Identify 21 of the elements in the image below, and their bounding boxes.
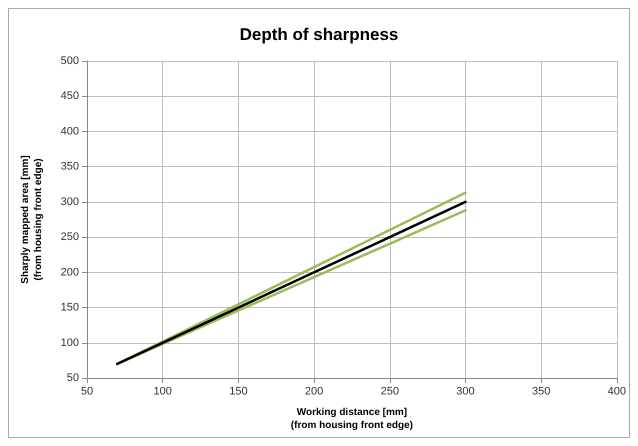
x-tick-label: 350 [532, 386, 550, 398]
y-tick-label: 100 [60, 336, 79, 349]
y-tick-label: 150 [60, 302, 79, 314]
y-tick-label: 200 [60, 266, 79, 278]
x-tick-label: 50 [80, 386, 94, 398]
y-tick-label: 250 [60, 231, 79, 244]
y-tick-label: 450 [60, 90, 79, 102]
y-tick-label: 500 [60, 55, 79, 67]
y-tick-label: 50 [66, 372, 79, 384]
y-tick-label: 400 [60, 125, 79, 138]
x-tick-label: 150 [229, 386, 248, 398]
y-tick-label: 300 [60, 196, 79, 208]
x-tick-label: 250 [380, 386, 399, 398]
x-tick-label: 200 [304, 386, 324, 398]
x-tick-label: 400 [608, 386, 626, 398]
y-tick-label: 350 [60, 160, 79, 173]
x-tick-label: 300 [456, 386, 475, 398]
chart-title: Depth of sharpness [240, 25, 398, 44]
x-axis-title: Working distance [mm] (from housing front edge) [290, 407, 414, 431]
y-axis-title: Sharply mapped area [mm] (from housing front edge) [20, 155, 44, 284]
x-tick-label: 100 [154, 386, 172, 398]
